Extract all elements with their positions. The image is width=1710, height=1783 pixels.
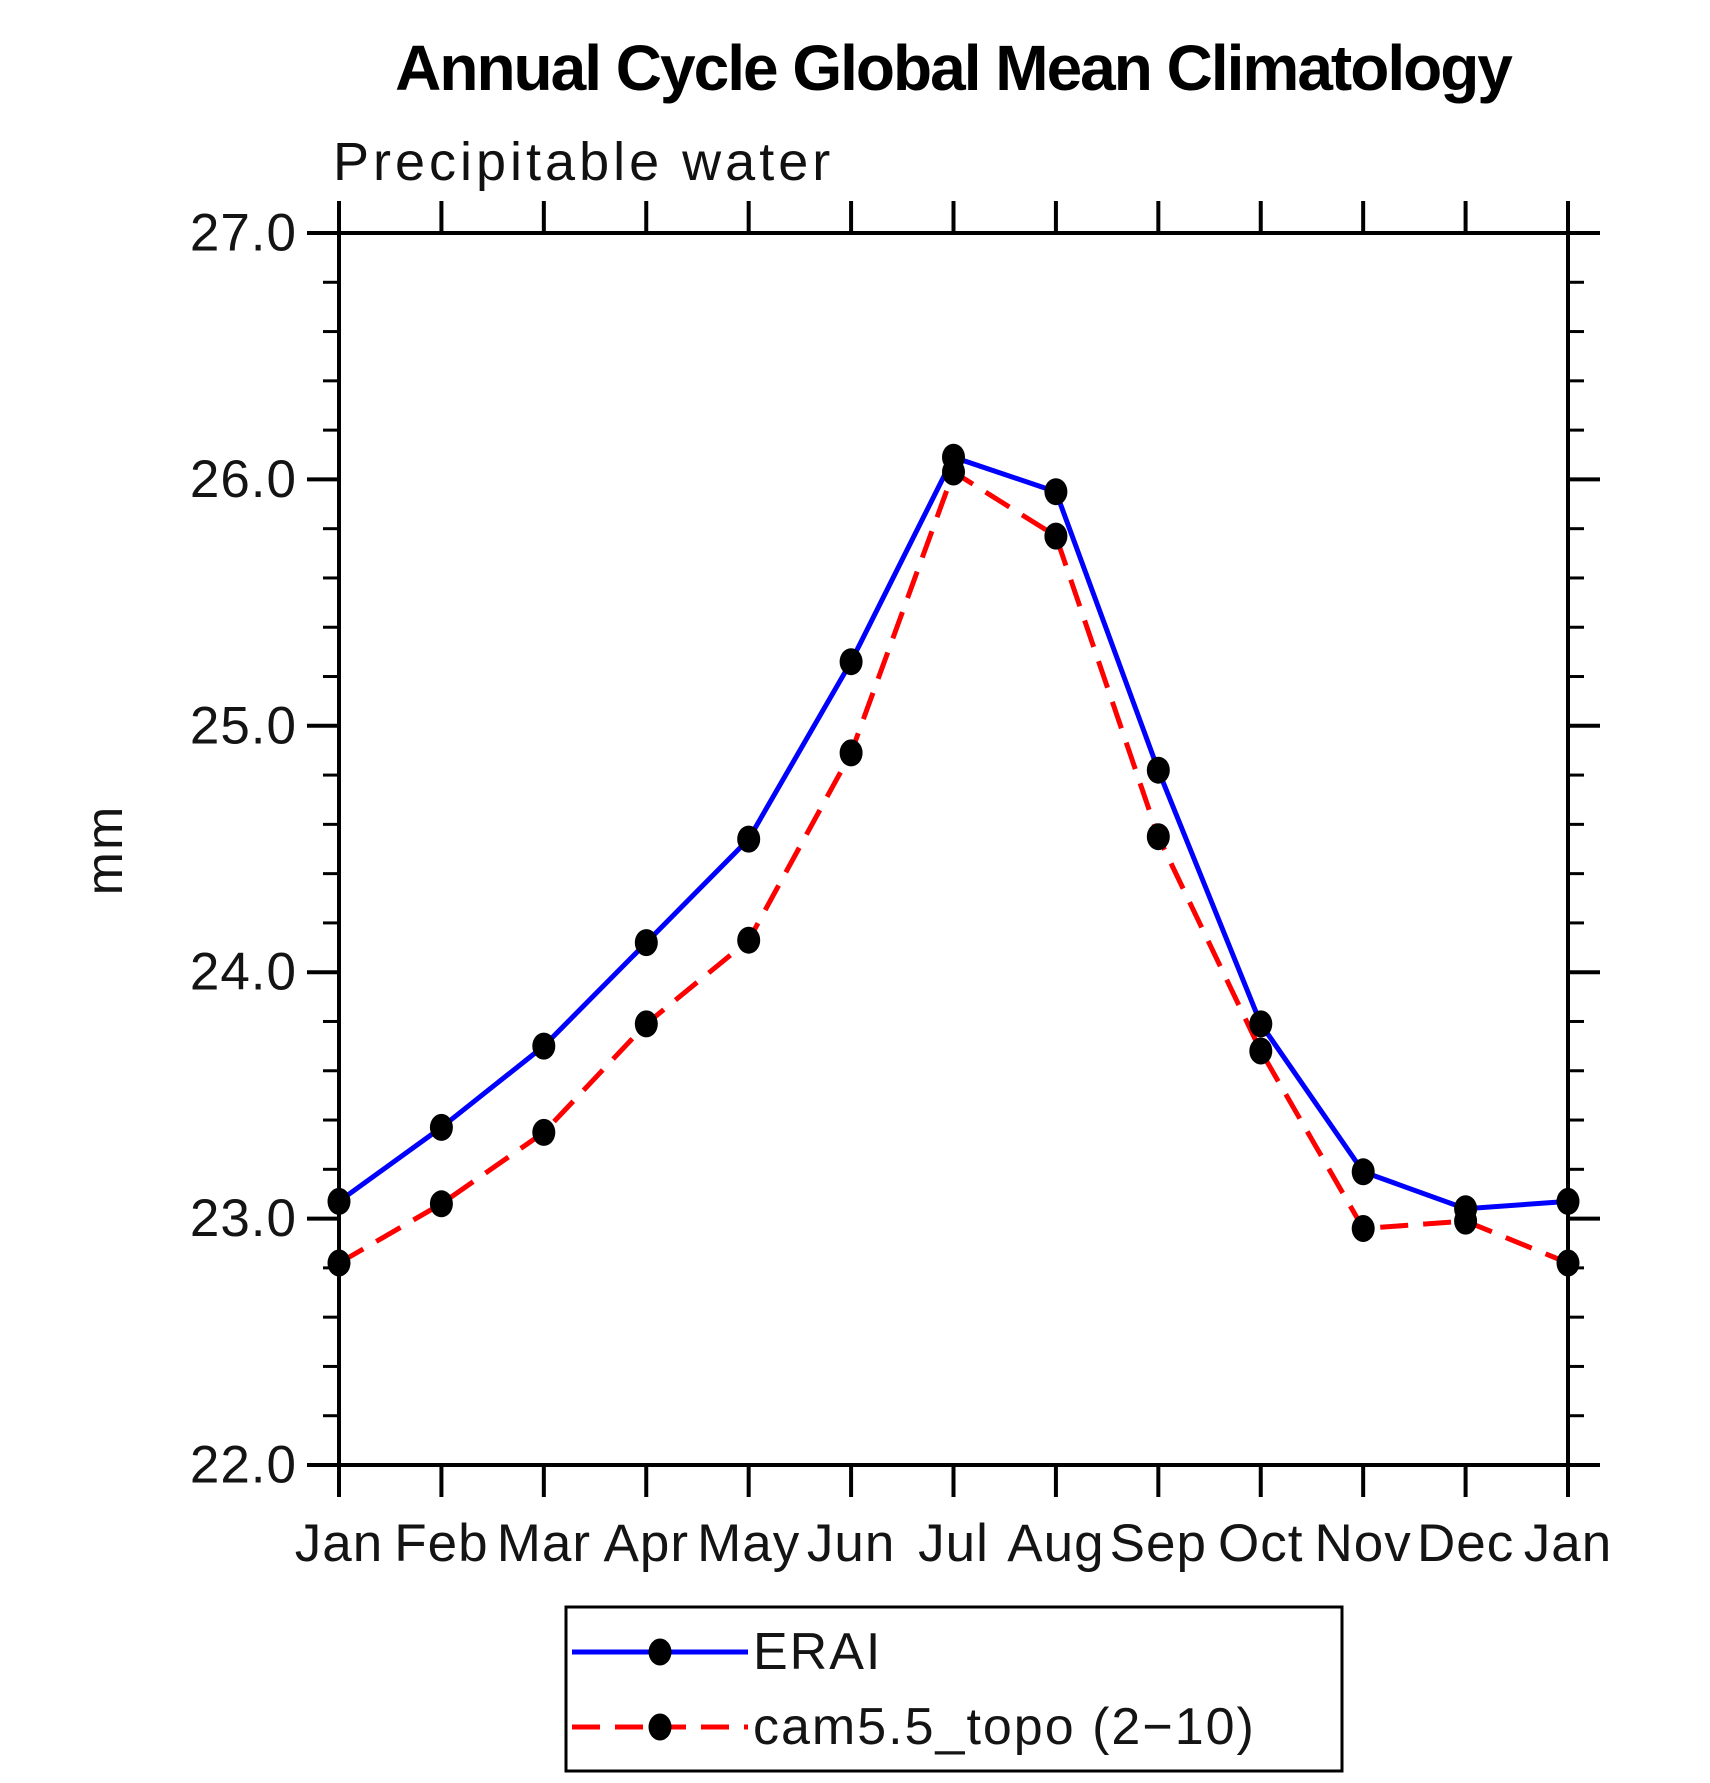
data-point-marker-cam5-5-topo-2-10 <box>1454 1207 1478 1235</box>
x-tick-labels: Jan Feb Mar Apr May Jun Jul Aug Sep Oct Nov Dec Jan <box>295 1514 1612 1573</box>
x-tick-label: Feb <box>394 1514 488 1573</box>
data-point-marker-erai <box>1146 756 1170 784</box>
data-point-marker-cam5-5-topo-2-10 <box>737 926 761 954</box>
data-point-marker-cam5-5-topo-2-10 <box>839 739 863 767</box>
y-tick-label: 23.0 <box>190 1189 297 1248</box>
x-tick-label: Aug <box>1007 1514 1104 1573</box>
x-tick-label: Sep <box>1110 1514 1207 1573</box>
x-tick-label: Apr <box>604 1514 689 1573</box>
data-point-marker-erai <box>327 1187 351 1215</box>
legend-marker-erai <box>648 1638 672 1666</box>
legend-items: ERAI cam5.5_topo (2−10) <box>572 1623 1256 1756</box>
y-tick-labels: 22.0 23.0 24.0 25.0 26.0 27.0 <box>190 204 297 1495</box>
data-point-marker-cam5-5-topo-2-10 <box>1351 1215 1375 1242</box>
chart-title: Annual Cycle Global Mean Climatology <box>395 32 1513 104</box>
axes-frame <box>307 201 1600 1497</box>
data-point-marker-cam5-5-topo-2-10 <box>1556 1249 1580 1277</box>
y-tick-label: 27.0 <box>190 204 297 263</box>
data-point-marker-erai <box>429 1113 453 1141</box>
data-point-marker-erai <box>1044 478 1068 506</box>
data-point-marker-erai <box>839 648 863 676</box>
y-tick-label: 26.0 <box>190 450 297 509</box>
legend-marker-cam5-5-topo-2-10 <box>648 1713 672 1741</box>
x-tick-label: Jan <box>1524 1514 1612 1573</box>
legend-label-erai: ERAI <box>753 1623 882 1681</box>
series-group <box>327 443 1580 1277</box>
data-point-marker-cam5-5-topo-2-10 <box>327 1249 351 1277</box>
y-tick-label: 25.0 <box>190 696 297 755</box>
series-line-erai <box>337 454 1569 1212</box>
data-point-marker-erai <box>1556 1187 1580 1215</box>
data-point-marker-cam5-5-topo-2-10 <box>1146 823 1170 851</box>
x-tick-label: Oct <box>1218 1514 1303 1573</box>
data-point-marker-cam5-5-topo-2-10 <box>1249 1037 1273 1065</box>
legend-label-cam5-5-topo-2-10: cam5.5_topo (2−10) <box>753 1698 1256 1756</box>
chart-subtitle: Precipitable water <box>333 132 834 192</box>
data-point-marker-erai <box>532 1032 556 1060</box>
x-tick-label: Mar <box>497 1514 591 1573</box>
series-line-cam5-5-topo-2-10 <box>337 468 1569 1266</box>
data-point-marker-cam5-5-topo-2-10 <box>532 1118 556 1146</box>
data-point-marker-erai <box>634 929 658 957</box>
legend-box <box>564 1605 1344 1773</box>
data-point-marker-erai <box>1351 1158 1375 1186</box>
data-point-marker-erai <box>1249 1010 1273 1038</box>
x-tick-label: Jan <box>295 1514 383 1573</box>
data-point-marker-cam5-5-topo-2-10 <box>1044 522 1068 550</box>
x-tick-label: Nov <box>1315 1514 1412 1573</box>
data-point-marker-cam5-5-topo-2-10 <box>942 458 965 486</box>
data-point-marker-erai <box>737 825 761 853</box>
y-tick-label: 24.0 <box>190 943 297 1002</box>
y-tick-label: 22.0 <box>190 1436 297 1495</box>
x-tick-label: Jul <box>918 1514 989 1573</box>
x-tick-label: May <box>697 1514 800 1573</box>
data-point-marker-cam5-5-topo-2-10 <box>429 1190 453 1218</box>
data-point-marker-cam5-5-topo-2-10 <box>634 1010 658 1038</box>
x-tick-label: Dec <box>1417 1514 1514 1573</box>
x-tick-label: Jun <box>807 1514 895 1573</box>
y-axis-title: mm <box>76 805 134 896</box>
